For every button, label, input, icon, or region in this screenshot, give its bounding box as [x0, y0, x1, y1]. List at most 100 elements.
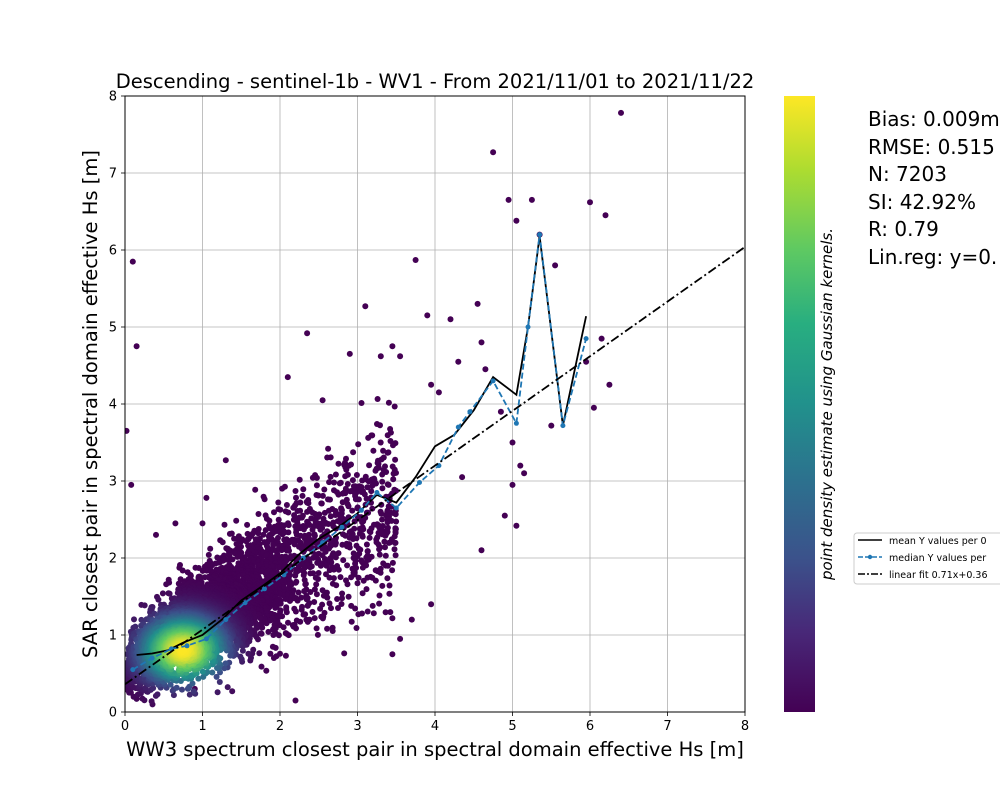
scatter-point: [384, 519, 391, 526]
scatter-point: [269, 643, 276, 650]
scatter-point: [335, 460, 342, 467]
scatter-point: [275, 499, 282, 506]
scatter-point: [313, 581, 320, 588]
scatter-point: [384, 432, 391, 439]
scatter-point: [380, 560, 387, 567]
scatter-point: [313, 625, 320, 632]
scatter-point: [192, 564, 199, 571]
scatter-point: [501, 512, 508, 519]
scatter-point: [331, 479, 337, 486]
scatter-point: [294, 508, 301, 514]
scatter-point: [447, 316, 454, 323]
scatter-point: [385, 399, 392, 406]
scatter-point: [283, 609, 290, 616]
scatter-point: [300, 486, 307, 493]
scatter-point: [256, 650, 263, 657]
scatter-point: [195, 675, 202, 682]
scatter-point: [364, 548, 371, 555]
scatter-point: [300, 611, 307, 618]
scatter-point: [359, 519, 366, 526]
scatter-point: [221, 521, 228, 528]
scatter-point: [377, 439, 384, 446]
scatter-point: [260, 531, 267, 538]
scatter-point: [284, 374, 291, 381]
scatter-point: [255, 511, 262, 517]
scatter-point: [307, 570, 314, 577]
scatter-point: [381, 538, 388, 545]
scatter-point: [354, 580, 361, 587]
scatter-point: [282, 630, 289, 637]
scatter-point: [359, 533, 366, 540]
scatter-point: [590, 404, 597, 411]
scatter-point: [263, 667, 270, 674]
scatter-point: [359, 559, 366, 566]
scatter-point: [365, 434, 372, 441]
chart-title: Descending - sentinel-1b - WV1 - From 20…: [116, 70, 755, 93]
scatter-point: [323, 571, 329, 578]
scatter-point: [602, 212, 609, 219]
scatter-point: [332, 512, 339, 518]
scatter-point: [389, 567, 396, 574]
scatter-point: [304, 508, 311, 515]
scatter-point: [226, 552, 233, 559]
scatter-point: [528, 196, 535, 203]
scatter-point: [390, 442, 396, 449]
scatter-point: [244, 521, 251, 528]
scatter-point: [509, 439, 516, 446]
scatter-point: [199, 520, 206, 527]
scatter-point: [262, 527, 269, 534]
scatter-point: [359, 590, 366, 597]
scatter-point: [345, 593, 352, 600]
scatter-point: [234, 553, 241, 560]
scatter-point: [340, 557, 347, 564]
scatter-point: [379, 478, 386, 485]
scatter-point: [278, 547, 285, 554]
scatter-point: [321, 486, 328, 493]
scatter-point: [141, 602, 148, 609]
scatter-point: [598, 335, 605, 342]
scatter-point: [292, 488, 299, 494]
scatter-point: [216, 679, 223, 685]
scatter-point: [428, 381, 435, 388]
scatter-point: [315, 570, 322, 576]
scatter-point: [318, 500, 325, 507]
scatter-point: [309, 608, 316, 615]
scatter-point: [509, 481, 516, 488]
scatter-point: [219, 539, 226, 546]
scatter-point: [312, 574, 319, 581]
scatter-point: [355, 441, 362, 448]
scatter-point: [338, 601, 345, 607]
scatter-point: [317, 605, 324, 612]
scatter-point: [267, 650, 274, 657]
scatter-point: [363, 586, 370, 593]
scatter-point: [339, 541, 346, 548]
scatter-point: [363, 495, 370, 502]
scatter-point: [327, 513, 334, 520]
scatter-point: [352, 496, 359, 503]
scatter-point: [389, 559, 396, 566]
scatter-point: [478, 339, 485, 346]
scatter-point: [207, 545, 214, 552]
scatter-point: [548, 422, 555, 429]
scatter-point: [349, 507, 356, 514]
scatter-point: [369, 602, 376, 609]
scatter-point: [270, 632, 277, 638]
scatter-point: [366, 528, 373, 535]
scatter-point: [203, 494, 210, 501]
scatter-point: [296, 476, 303, 483]
scatter-point: [384, 575, 391, 582]
scatter-point: [382, 609, 389, 616]
scatter-point: [139, 695, 146, 702]
scatter-point: [148, 698, 155, 705]
scatter-point: [262, 552, 269, 559]
scatter-point: [386, 582, 393, 589]
scatter-point: [346, 529, 353, 536]
scatter-point: [513, 217, 520, 224]
scatter-point: [393, 518, 400, 525]
scatter-point: [356, 525, 363, 532]
scatter-point: [332, 471, 339, 478]
scatter-point: [291, 512, 298, 519]
scatter-point: [201, 574, 208, 581]
scatter-point: [344, 543, 350, 550]
scatter-point: [606, 381, 613, 388]
